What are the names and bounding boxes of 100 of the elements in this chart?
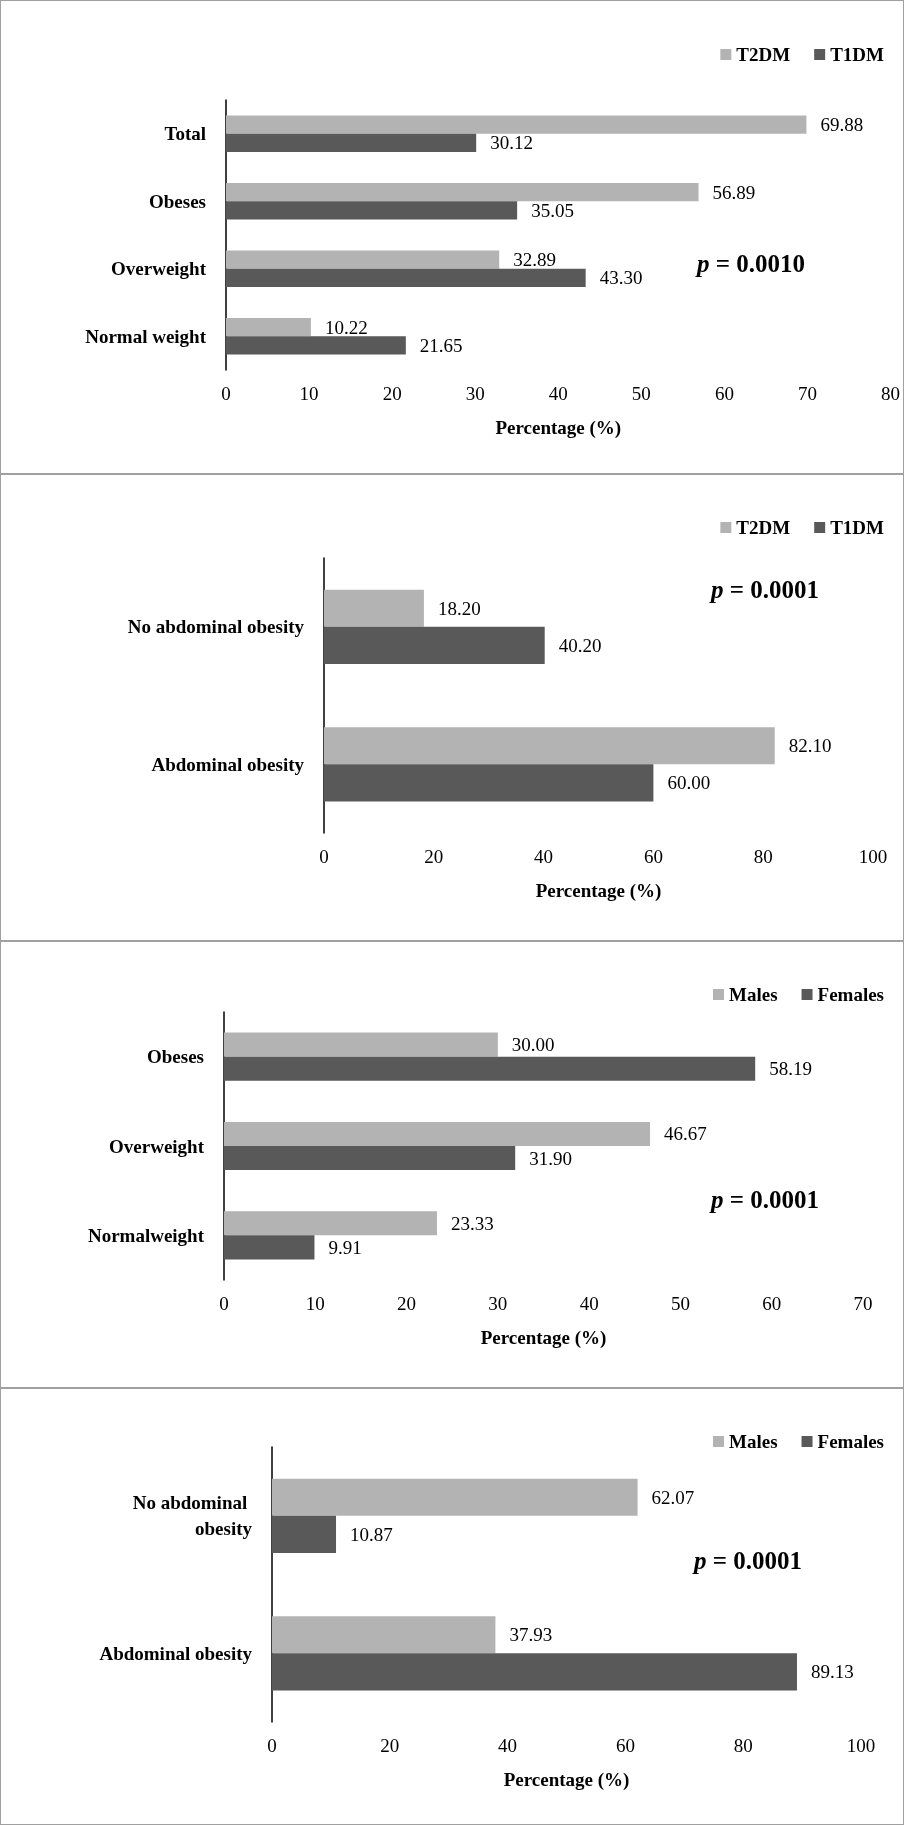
bar (272, 1616, 496, 1654)
bar (272, 1515, 337, 1553)
data-label: 23.33 (450, 1212, 494, 1234)
legend-label: Males (728, 984, 778, 1005)
x-tick-label: 70 (853, 1293, 873, 1314)
x-axis-title: Percentage (%) (535, 880, 662, 902)
legend-label: T1DM (830, 517, 885, 538)
legend-label: T2DM (736, 44, 791, 65)
x-tick-label: 30 (488, 1293, 508, 1314)
x-tick-label: 20 (380, 1735, 400, 1756)
legend-label: Males (728, 1431, 778, 1452)
data-label: 40.20 (558, 634, 602, 656)
annotation: p = 0.0001 (709, 576, 819, 603)
data-label: 9.91 (328, 1236, 362, 1258)
bar (224, 1032, 498, 1057)
bar (272, 1653, 797, 1691)
x-tick-label: 40 (579, 1293, 599, 1314)
x-axis-title: Percentage (%) (480, 1327, 607, 1349)
x-tick-label: 80 (753, 846, 773, 867)
x-tick-label: 20 (397, 1293, 417, 1314)
data-label: 32.89 (513, 249, 556, 271)
bar (224, 1235, 315, 1260)
y-tick-label: Overweight (109, 1135, 205, 1157)
data-label: 21.65 (419, 334, 463, 356)
x-tick-label: 70 (797, 383, 817, 404)
x-tick-label: 80 (733, 1735, 753, 1756)
y-tick-label: Overweight (111, 258, 207, 280)
annotation: p = 0.0001 (709, 1186, 819, 1213)
data-label: 31.90 (529, 1147, 572, 1169)
y-tick-label: Obeses (147, 1046, 204, 1068)
bar (224, 1211, 437, 1236)
bar (226, 133, 477, 152)
y-tick-label: Normal weight (85, 325, 207, 347)
data-label: 56.89 (712, 181, 756, 203)
data-label: 82.10 (788, 735, 832, 757)
bar (224, 1121, 651, 1146)
x-tick-label: 30 (465, 383, 485, 404)
data-label: 10.22 (324, 316, 368, 338)
data-label: 46.67 (664, 1123, 707, 1145)
x-tick-label: 50 (670, 1293, 690, 1314)
y-tick-label: No abdominal obesity (127, 616, 305, 638)
data-label: 58.19 (769, 1058, 812, 1080)
x-tick-label: 0 (221, 383, 231, 404)
data-label: 10.87 (350, 1523, 393, 1545)
x-tick-label: 10 (299, 383, 319, 404)
x-tick-label: 20 (424, 846, 444, 867)
bar (324, 626, 545, 664)
bar (324, 727, 775, 765)
x-tick-label: 40 (498, 1735, 518, 1756)
x-tick-label: 60 (762, 1293, 782, 1314)
bar (226, 318, 311, 337)
y-tick-label: Obeses (149, 190, 206, 212)
y-tick-label: Total (164, 123, 206, 145)
bar (226, 336, 406, 355)
x-tick-label: 40 (534, 846, 554, 867)
bar (226, 115, 807, 134)
annotation: p = 0.0010 (695, 250, 805, 277)
x-tick-label: 10 (305, 1293, 325, 1314)
bar (324, 589, 424, 627)
y-tick-label: No abdominal obesity (132, 1492, 253, 1540)
y-tick-label: Normalweight (87, 1224, 205, 1246)
bar (226, 268, 586, 287)
y-tick-label: Abdominal obesity (99, 1642, 253, 1664)
data-label: 35.05 (531, 199, 574, 221)
bar (224, 1146, 516, 1171)
legend-label: Females (817, 1431, 885, 1452)
x-tick-label: 80 (881, 383, 900, 404)
bar (324, 764, 654, 802)
data-label: 37.93 (509, 1624, 553, 1646)
x-tick-label: 50 (631, 383, 651, 404)
x-axis-title: Percentage (%) (503, 1769, 630, 1791)
bar (226, 250, 500, 269)
data-label: 30.12 (490, 132, 533, 154)
bar (226, 201, 518, 220)
data-label: 30.00 (511, 1034, 555, 1056)
x-tick-label: 0 (219, 1293, 229, 1314)
data-label: 43.30 (599, 267, 643, 289)
data-label: 62.07 (651, 1486, 695, 1508)
x-tick-label: 100 (846, 1735, 876, 1756)
x-tick-label: 60 (714, 383, 734, 404)
legend-label: T1DM (830, 44, 885, 65)
data-label: 18.20 (437, 597, 481, 619)
x-tick-label: 0 (319, 846, 329, 867)
legend-label: T2DM (736, 517, 791, 538)
x-tick-label: 20 (382, 383, 402, 404)
data-label: 69.88 (820, 114, 864, 136)
y-tick-label: Abdominal obesity (151, 753, 305, 775)
bar (224, 1056, 756, 1081)
data-label: 89.13 (810, 1661, 854, 1683)
data-label: 60.00 (667, 772, 711, 794)
x-axis-title: Percentage (%) (495, 417, 622, 439)
annotation: p = 0.0001 (692, 1547, 802, 1574)
x-tick-label: 100 (858, 846, 888, 867)
x-tick-label: 60 (615, 1735, 635, 1756)
x-tick-label: 0 (267, 1735, 277, 1756)
legend-label: Females (817, 984, 885, 1005)
x-tick-label: 60 (643, 846, 663, 867)
bar (226, 183, 699, 202)
x-tick-label: 40 (548, 383, 568, 404)
bar (272, 1478, 638, 1516)
